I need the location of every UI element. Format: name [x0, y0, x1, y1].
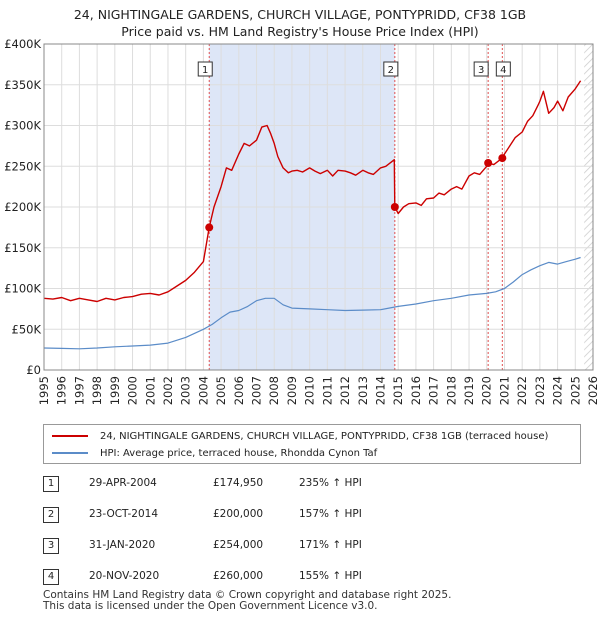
title-line-1: 24, NIGHTINGALE GARDENS, CHURCH VILLAGE,…: [73, 7, 527, 22]
x-tick-label: 1996: [55, 376, 69, 405]
x-tick-label: 2003: [179, 376, 193, 405]
x-tick-label: 2017: [427, 376, 441, 405]
x-tick-label: 2025: [568, 376, 582, 405]
sale-marker-2: 2: [383, 61, 399, 77]
legend-item-property: 24, NIGHTINGALE GARDENS, CHURCH VILLAGE,…: [52, 428, 548, 444]
legend-item-hpi: HPI: Average price, terraced house, Rhon…: [52, 445, 377, 461]
x-tick-label: 2006: [232, 376, 246, 405]
sale-price: £260,000: [213, 570, 264, 582]
y-tick-label: £400K: [4, 37, 41, 51]
legend-label-property: 24, NIGHTINGALE GARDENS, CHURCH VILLAGE,…: [100, 430, 549, 442]
x-tick-label: 1999: [108, 376, 122, 405]
x-tick-label: 2005: [214, 376, 228, 405]
x-tick-label: 2009: [285, 376, 299, 405]
x-tick-label: 2010: [303, 376, 317, 405]
sale-row: 4 20-NOV-2020 £260,000 155% ↑ HPI: [43, 569, 443, 587]
sale-marker-4: 4: [495, 61, 511, 77]
x-tick-label: 2021: [497, 376, 511, 405]
sale-marker-label: 2: [388, 65, 394, 76]
sale-marker-1: 1: [197, 61, 213, 77]
sale-number: 4: [43, 569, 59, 585]
sale-marker-box: [197, 61, 213, 77]
sale-price: £254,000: [213, 539, 264, 551]
x-tick-label: 2014: [373, 376, 387, 405]
x-tick-label: 2007: [250, 376, 264, 405]
price-chart: 1 2 3 4 £0 £50K £100K £150K £200K £250K £300K £350…: [4, 37, 600, 405]
sale-number: 3: [43, 538, 59, 554]
sale-row: 3 31-JAN-2020 £254,000 171% ↑ HPI: [43, 538, 443, 556]
sale-marker-box: [495, 61, 511, 77]
x-tick-label: 2000: [126, 376, 140, 405]
x-tick-label: 2020: [480, 376, 494, 405]
sale-marker-label: 3: [478, 65, 484, 76]
y-tick-label: £300K: [4, 119, 41, 133]
x-tick-label: 2004: [196, 376, 210, 405]
sale-point: [205, 223, 214, 232]
sale-row: 1 29-APR-2004 £174,950 235% ↑ HPI: [43, 476, 443, 494]
legend-swatch-hpi: [52, 452, 88, 454]
sale-hpi-change: 171% ↑ HPI: [299, 539, 362, 551]
legend-label-hpi: HPI: Average price, terraced house, Rhon…: [100, 447, 378, 459]
y-tick-label: £50K: [12, 322, 42, 336]
x-tick-label: 2011: [320, 376, 334, 405]
x-tick-label: 1997: [72, 376, 86, 405]
sale-date: 23-OCT-2014: [89, 508, 158, 520]
sale-point: [498, 154, 507, 163]
x-tick-label: 2013: [356, 376, 370, 405]
x-tick-label: 2024: [551, 376, 565, 405]
sale-hpi-change: 235% ↑ HPI: [299, 477, 362, 489]
sale-point: [484, 158, 493, 167]
x-tick-label: 2015: [391, 376, 405, 405]
sale-hpi-change: 155% ↑ HPI: [299, 570, 362, 582]
sale-number: 1: [43, 476, 59, 492]
sale-date: 29-APR-2004: [89, 477, 157, 489]
sale-point: [390, 203, 399, 211]
x-tick-label: 1998: [90, 376, 104, 405]
plot-frame: [43, 43, 594, 371]
y-tick-label: £250K: [4, 159, 41, 173]
y-tick-label: £100K: [4, 282, 41, 296]
x-tick-label: 2016: [409, 376, 423, 405]
y-tick-label: £350K: [4, 78, 41, 92]
footer-licence: This data is licensed under the Open Gov…: [43, 600, 378, 612]
sale-marker-label: 4: [500, 65, 506, 76]
sale-price: £200,000: [213, 508, 264, 520]
sale-date: 20-NOV-2020: [89, 570, 160, 582]
chart-title: 24, NIGHTINGALE GARDENS, CHURCH VILLAGE,…: [0, 6, 600, 40]
y-tick-label: £150K: [4, 241, 41, 255]
hpi-line: [43, 256, 581, 350]
legend: 24, NIGHTINGALE GARDENS, CHURCH VILLAGE,…: [43, 424, 581, 464]
x-tick-label: 2002: [161, 376, 175, 405]
legend-swatch-property: [52, 435, 88, 437]
y-tick-label: £200K: [4, 200, 41, 214]
x-tick-label: 2018: [444, 376, 458, 405]
x-tick-label: 2023: [533, 376, 547, 405]
sale-marker-3: 3: [473, 61, 489, 77]
x-tick-label: 2008: [267, 376, 281, 405]
sale-marker-box: [383, 61, 399, 77]
sale-number: 2: [43, 507, 59, 523]
sale-marker-label: 1: [202, 65, 208, 76]
x-tick-label: 2026: [586, 376, 600, 405]
sale-price: £174,950: [213, 477, 264, 489]
sale-date: 31-JAN-2020: [89, 539, 156, 551]
sale-marker-box: [473, 61, 489, 77]
y-tick-label: £0: [26, 363, 41, 377]
property-price-line: [43, 80, 582, 303]
x-tick-label: 2022: [515, 376, 529, 405]
x-tick-label: 1995: [37, 376, 51, 405]
footer-copyright: Contains HM Land Registry data © Crown c…: [43, 589, 452, 601]
title-line-2: Price paid vs. HM Land Registry's House …: [121, 24, 479, 39]
x-tick-label: 2012: [338, 376, 352, 405]
x-tick-label: 2019: [462, 376, 476, 405]
sale-hpi-change: 157% ↑ HPI: [299, 508, 362, 520]
sale-row: 2 23-OCT-2014 £200,000 157% ↑ HPI: [43, 507, 443, 525]
footer: Contains HM Land Registry data © Crown c…: [43, 590, 451, 612]
x-tick-label: 2001: [143, 376, 157, 405]
